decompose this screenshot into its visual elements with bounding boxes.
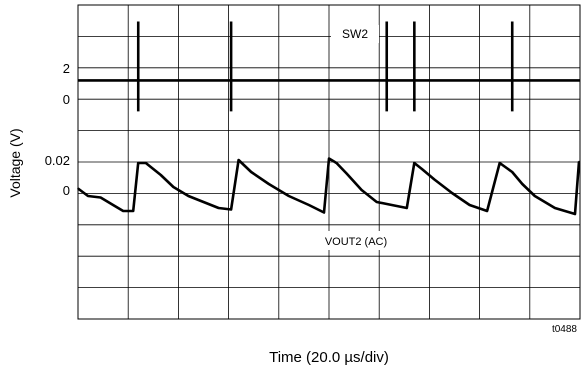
vout2-point-12 bbox=[217, 207, 220, 209]
vout2-point-37 bbox=[554, 207, 556, 209]
vout2-point-39 bbox=[578, 160, 580, 163]
vout2-point-13 bbox=[230, 208, 232, 211]
vout2-point-25 bbox=[391, 204, 393, 206]
vout2-point-26 bbox=[406, 207, 408, 209]
vout2-point-16 bbox=[268, 183, 270, 185]
vout2-point-11 bbox=[202, 201, 205, 203]
vout2-tick-label-0: 0 bbox=[63, 183, 70, 198]
vout2-point-23 bbox=[360, 189, 363, 191]
vout2-point-5 bbox=[132, 210, 134, 212]
grid bbox=[78, 5, 580, 319]
vout2-point-32 bbox=[486, 210, 488, 212]
vout2-point-31 bbox=[468, 204, 471, 206]
vout2-channel-label: VOUT2 (AC) bbox=[325, 236, 387, 248]
vout2-point-18 bbox=[308, 204, 310, 206]
vout2-point-4 bbox=[122, 210, 124, 212]
vout2-point-38 bbox=[574, 213, 576, 215]
vout2-point-22 bbox=[345, 172, 348, 175]
sw2-channel-label: SW2 bbox=[342, 27, 368, 41]
vout2-point-15 bbox=[250, 171, 252, 173]
vout2-point-29 bbox=[433, 178, 436, 181]
vout2-point-17 bbox=[288, 195, 290, 197]
traces bbox=[77, 21, 581, 216]
vout2-point-30 bbox=[451, 192, 453, 194]
vout2-point-7 bbox=[145, 162, 147, 164]
vout2-point-3 bbox=[112, 204, 114, 206]
labels: 2 0 0.02 0 Voltage (V) Time (20.0 µs/div… bbox=[7, 25, 577, 366]
vout2-point-20 bbox=[328, 157, 330, 160]
y-axis-label: Voltage (V) bbox=[7, 128, 23, 197]
vout2-point-21 bbox=[335, 162, 338, 164]
vout2-point-33 bbox=[498, 162, 501, 164]
sw2-tick-label-0: 0 bbox=[63, 92, 70, 107]
figure-id: t0488 bbox=[552, 324, 577, 335]
vout2-point-24 bbox=[375, 201, 378, 203]
vout2-point-34 bbox=[511, 171, 513, 173]
sw2-label-bg bbox=[331, 25, 379, 43]
x-axis-label: Time (20.0 µs/div) bbox=[269, 349, 389, 366]
vout2-point-28 bbox=[421, 168, 423, 170]
vout2-point-14 bbox=[237, 159, 240, 161]
vout2-point-27 bbox=[413, 162, 416, 164]
vout2-point-6 bbox=[137, 162, 139, 164]
vout2-point-9 bbox=[172, 186, 175, 188]
vout2-point-10 bbox=[187, 195, 190, 197]
vout2-point-19 bbox=[323, 211, 325, 214]
vout2-point-0 bbox=[77, 187, 79, 190]
vout2-point-1 bbox=[87, 195, 89, 197]
sw2-tick-label-2: 2 bbox=[63, 61, 70, 76]
vout2-point-8 bbox=[160, 174, 162, 176]
vout2-point-35 bbox=[521, 183, 524, 185]
vout2-tick-label-0.02: 0.02 bbox=[45, 153, 70, 168]
vout2-label-bg bbox=[313, 231, 399, 250]
vout2-point-36 bbox=[534, 195, 536, 197]
vout2-point-2 bbox=[99, 196, 102, 199]
vout2-trace bbox=[77, 157, 581, 216]
